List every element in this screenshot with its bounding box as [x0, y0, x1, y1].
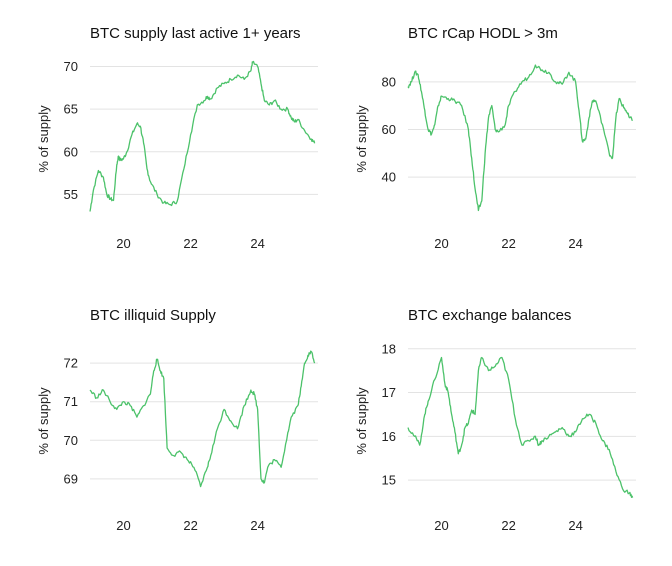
- y-tick-label: 60: [382, 122, 396, 137]
- series-line: [407, 64, 634, 212]
- chart-title: BTC illiquid Supply: [90, 307, 216, 324]
- chart-rcap-hodl: BTC rCap HODL > 3m 40 60 80 20 22 24 % of suppl…: [354, 25, 636, 251]
- y-tick-label: 40: [382, 170, 396, 185]
- y-tick-label: 70: [64, 433, 78, 448]
- x-tick-label: 20: [116, 518, 130, 533]
- chart-title: BTC supply last active 1+ years: [90, 25, 301, 42]
- series-line: [407, 356, 634, 498]
- x-tick-label: 24: [568, 236, 582, 251]
- y-tick-label: 69: [64, 471, 78, 486]
- chart-exchange-balances: BTC exchange balances 15 16 17 18 20 22 24 % of …: [354, 307, 636, 533]
- series-line: [89, 350, 316, 488]
- x-tick-label: 22: [501, 518, 515, 533]
- y-tick-label: 60: [64, 144, 78, 159]
- x-tick-label: 20: [116, 236, 130, 251]
- x-tick-label: 24: [568, 518, 582, 533]
- x-tick-label: 22: [183, 236, 197, 251]
- y-axis-label: % of supply: [36, 105, 51, 173]
- chart-panel-supply-active-1y: BTC supply last active 1+ years 55 60 65 70 2…: [28, 14, 348, 284]
- y-tick-label: 72: [64, 356, 78, 371]
- chart-panel-rcap-hodl: BTC rCap HODL > 3m 40 60 80 20 22 24 % of suppl…: [346, 14, 666, 284]
- y-tick-label: 16: [382, 429, 396, 444]
- x-tick-label: 24: [250, 236, 264, 251]
- x-tick-label: 22: [183, 518, 197, 533]
- y-tick-label: 18: [382, 341, 396, 356]
- chart-title: BTC rCap HODL > 3m: [408, 25, 558, 42]
- y-tick-label: 17: [382, 385, 396, 400]
- y-tick-label: 70: [64, 59, 78, 74]
- y-tick-label: 65: [64, 102, 78, 117]
- chart-supply-active-1y: BTC supply last active 1+ years 55 60 65 70 2…: [36, 25, 318, 251]
- x-tick-label: 24: [250, 518, 264, 533]
- y-axis-label: % of supply: [36, 387, 51, 455]
- x-tick-label: 20: [434, 518, 448, 533]
- y-tick-label: 80: [382, 74, 396, 89]
- y-axis-label: % of supply: [354, 105, 369, 173]
- x-tick-label: 22: [501, 236, 515, 251]
- series-line: [89, 60, 316, 212]
- y-tick-label: 55: [64, 187, 78, 202]
- chart-panel-exchange-balances: BTC exchange balances 15 16 17 18 20 22 24 % of …: [346, 296, 666, 566]
- chart-panel-illiquid-supply: BTC illiquid Supply 69 70 71 72 20 22 24 % of su…: [28, 296, 348, 566]
- chart-illiquid-supply: BTC illiquid Supply 69 70 71 72 20 22 24 % of su…: [36, 307, 318, 533]
- y-tick-label: 15: [382, 473, 396, 488]
- chart-title: BTC exchange balances: [408, 307, 571, 324]
- x-tick-label: 20: [434, 236, 448, 251]
- y-tick-label: 71: [64, 394, 78, 409]
- y-axis-label: % of supply: [354, 387, 369, 455]
